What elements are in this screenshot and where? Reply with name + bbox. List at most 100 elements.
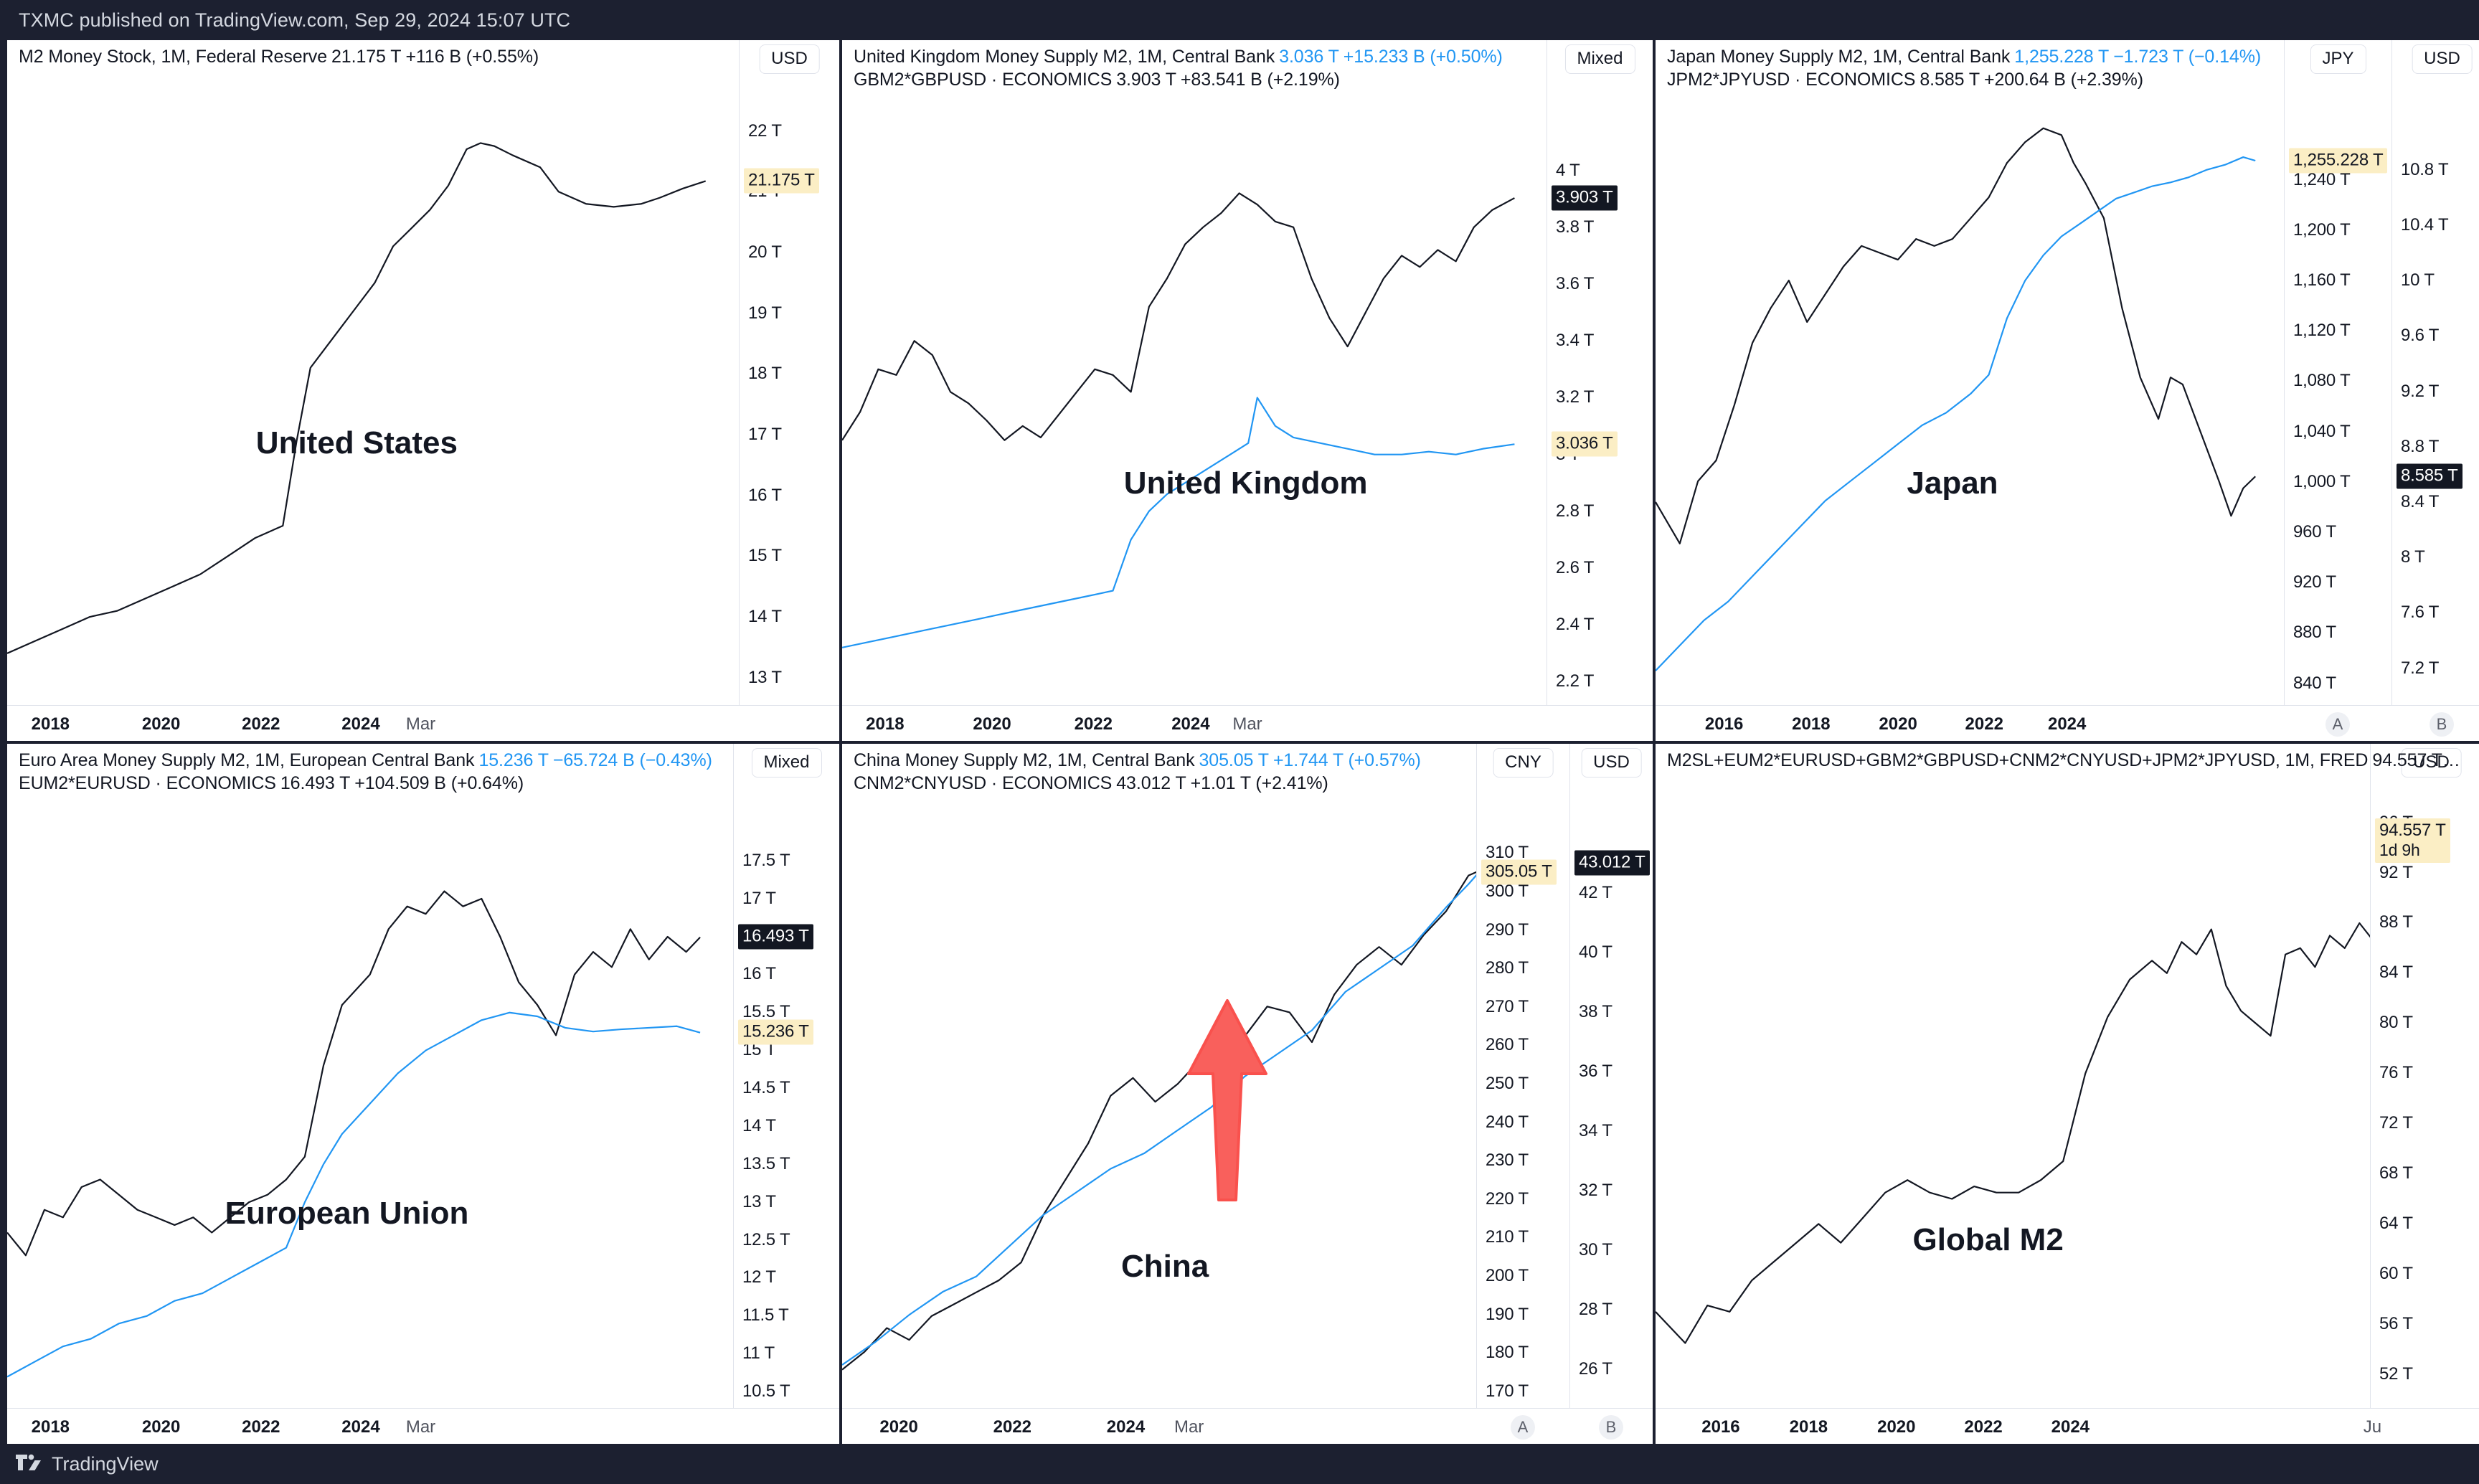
price-scale-currency-badge[interactable]: Mixed xyxy=(751,747,822,778)
time-axis-label: Mar xyxy=(405,1417,436,1437)
price-tick-label: 9.6 T xyxy=(2401,326,2440,346)
price-scale-currency-badge[interactable]: JPY xyxy=(2310,44,2366,74)
time-axis-label: 2018 xyxy=(1792,714,1831,734)
price-tick-label: 18 T xyxy=(748,364,782,384)
price-scale-japan-jpy[interactable]: JPY 1,240 T 1,200 T 1,160 T 1,120 T 1,080 T 1,… xyxy=(2284,40,2391,705)
price-tick-label: 76 T xyxy=(2379,1063,2413,1083)
price-tick-label: 17.5 T xyxy=(742,850,790,870)
chart-canvas-china[interactable]: China xyxy=(842,744,1476,1409)
price-scale-toggle-badge-a[interactable]: A xyxy=(2325,712,2350,737)
data-series-line xyxy=(842,864,1476,1364)
current-price-value: 8.585 T xyxy=(2401,465,2458,486)
price-tick-label: 300 T xyxy=(1486,881,1529,901)
chart-panel-united-states[interactable]: M2 Money Stock, 1M, Federal Reserve 21.17… xyxy=(7,40,839,741)
price-scale-currency-badge[interactable]: CNY xyxy=(1493,747,1554,778)
price-tick-label: 7.2 T xyxy=(2401,658,2440,678)
price-scale-china-usd[interactable]: USD 42 T 40 T 38 T 36 T 34 T 32 T 30 T 28 T 26 T 4… xyxy=(1569,743,1653,1408)
time-axis-label: 2020 xyxy=(141,1417,181,1437)
price-scale-china-cny[interactable]: CNY 310 T 300 T 290 T 280 T 270 T 260 T 250 T 24… xyxy=(1476,743,1569,1408)
current-price-tag[interactable]: 16.493 T xyxy=(738,924,813,950)
chart-canvas-european-union[interactable]: European Union xyxy=(7,744,733,1409)
current-price-tag[interactable]: 3.903 T xyxy=(1552,185,1618,211)
data-series-line xyxy=(1656,157,2255,671)
time-axis-label: 2024 xyxy=(2047,714,2087,734)
price-tick-label: 11.5 T xyxy=(742,1305,789,1325)
price-scale-currency-badge[interactable]: USD xyxy=(759,44,820,74)
price-scale-currency-badge[interactable]: Mixed xyxy=(1564,44,1635,74)
price-scale-currency-badge[interactable]: USD xyxy=(1581,747,1642,778)
price-scale-toggle-badge-b[interactable]: B xyxy=(1599,1415,1623,1440)
series-plot-svg xyxy=(842,40,1547,705)
price-tick-label: 200 T xyxy=(1486,1266,1529,1286)
chart-panel-japan[interactable]: Japan Money Supply M2, 1M, Central Bank 1… xyxy=(1656,40,2479,741)
price-tick-label: 60 T xyxy=(2379,1263,2413,1283)
time-axis-china[interactable]: 2020 2022 2024 Mar A B xyxy=(842,1408,1653,1444)
price-scale-currency-badge[interactable]: USD xyxy=(2401,747,2462,778)
time-axis-label: 2020 xyxy=(879,1417,918,1437)
time-axis-label: 2022 xyxy=(1964,1417,2003,1437)
price-tick-label: 840 T xyxy=(2293,673,2336,693)
price-tick-label: 17 T xyxy=(748,424,782,444)
current-price-value: 3.903 T xyxy=(1556,187,1613,207)
time-axis-label: 2020 xyxy=(1877,1417,1916,1437)
chart-panel-global-m2[interactable]: M2SL+EUM2*EURUSD+GBM2*GBPUSD+CNM2*CNYUSD… xyxy=(1656,743,2479,1444)
price-tick-label: 14.5 T xyxy=(742,1078,790,1097)
current-price-tag[interactable]: 21.175 T xyxy=(744,168,819,194)
price-tick-label: 290 T xyxy=(1486,920,1529,940)
chart-panel-china[interactable]: China Money Supply M2, 1M, Central Bank 3… xyxy=(842,743,1653,1444)
series-plot-svg xyxy=(1656,744,2370,1409)
attribution-text: TXMC published on TradingView.com, Sep 2… xyxy=(19,9,571,31)
time-axis-united-kingdom[interactable]: 2018 2020 2022 2024 Mar xyxy=(842,704,1653,741)
price-tick-label: 4 T xyxy=(1556,160,1580,180)
price-tick-label: 32 T xyxy=(1579,1181,1612,1201)
price-tick-label: 12.5 T xyxy=(742,1229,790,1249)
data-series-line xyxy=(1656,841,2370,1343)
time-axis-japan[interactable]: 2016 2018 2020 2022 2024 A B xyxy=(1656,704,2479,741)
price-scale-toggle-badge-a[interactable]: A xyxy=(1511,1415,1535,1440)
data-series-line xyxy=(7,891,700,1255)
chart-panel-european-union[interactable]: Euro Area Money Supply M2, 1M, European … xyxy=(7,743,839,1444)
current-price-tag[interactable]: 8.585 T xyxy=(2397,463,2463,489)
time-axis-united-states[interactable]: 2018 2020 2022 2024 Mar xyxy=(7,704,839,741)
price-tick-label: 19 T xyxy=(748,303,782,323)
chart-panel-united-kingdom[interactable]: United Kingdom Money Supply M2, 1M, Cent… xyxy=(842,40,1653,741)
time-axis-global-m2[interactable]: 2016 2018 2020 2022 2024 Ju xyxy=(1656,1408,2479,1444)
current-price-tag[interactable]: 3.036 T xyxy=(1552,431,1618,457)
time-axis-label: 2024 xyxy=(341,714,380,734)
series-plot-svg xyxy=(7,40,739,705)
chart-canvas-united-states[interactable]: United States xyxy=(7,40,739,705)
current-price-tag[interactable]: 305.05 T xyxy=(1481,859,1557,885)
price-tick-label: 72 T xyxy=(2379,1113,2413,1133)
price-tick-label: 80 T xyxy=(2379,1013,2413,1033)
price-scale-global-m2-usd[interactable]: USD96 T92 T88 T84 T80 T76 T72 T68 T64 T6… xyxy=(2370,743,2479,1408)
price-tick-label: 13.5 T xyxy=(742,1153,790,1173)
time-axis-european-union[interactable]: 2018 2020 2022 2024 Mar xyxy=(7,1408,839,1444)
time-axis-label: 2022 xyxy=(1965,714,2003,734)
price-tick-label: 3.6 T xyxy=(1556,274,1595,294)
current-price-value: 16.493 T xyxy=(742,926,809,946)
current-price-tag[interactable]: 43.012 T xyxy=(1574,850,1650,876)
data-series-line xyxy=(1656,128,2255,544)
price-scale-toggle-badge-b[interactable]: B xyxy=(2430,712,2454,737)
time-axis-label: 2024 xyxy=(341,1417,380,1437)
price-tick-label: 84 T xyxy=(2379,963,2413,983)
chart-canvas-united-kingdom[interactable]: United Kingdom xyxy=(842,40,1547,705)
price-tick-label: 2.8 T xyxy=(1556,501,1595,521)
time-axis-label: 2020 xyxy=(973,714,1011,734)
chart-canvas-global-m2[interactable]: Global M2 xyxy=(1656,744,2370,1409)
time-axis-label: 2016 xyxy=(1704,714,1744,734)
current-price-tag[interactable]: 94.557 T 1d 9h xyxy=(2375,818,2450,863)
price-scale-currency-badge[interactable]: USD xyxy=(2412,44,2473,74)
price-scale-japan-usd[interactable]: USD 10.8 T 10.4 T 10 T 9.6 T 9.2 T 8.8 T 8.4 T 8… xyxy=(2391,40,2479,705)
price-tick-label: 88 T xyxy=(2379,912,2413,932)
chart-canvas-japan[interactable]: Japan xyxy=(1656,40,2284,705)
current-price-tag[interactable]: 1,255.228 T xyxy=(2289,148,2388,174)
price-tick-label: 2.6 T xyxy=(1556,557,1595,577)
time-axis-label: 2018 xyxy=(31,1417,70,1437)
time-axis-label: 2024 xyxy=(1171,714,1210,734)
current-price-tag[interactable]: 15.236 T xyxy=(738,1019,813,1045)
